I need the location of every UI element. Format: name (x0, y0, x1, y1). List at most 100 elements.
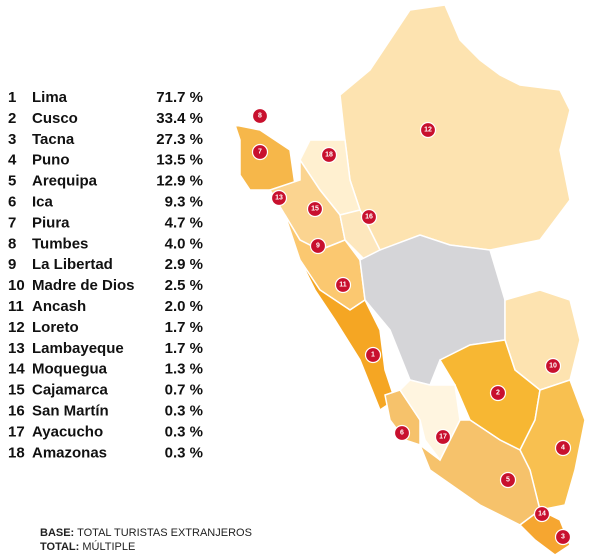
marker (533, 505, 551, 523)
region-name: Ica (32, 193, 54, 210)
region-name: San Martín (32, 402, 109, 419)
marker-label: 3 (561, 534, 565, 541)
rank: 6 (8, 193, 16, 210)
region-name: Lambayeque (32, 340, 124, 357)
region-name: Tacna (32, 131, 75, 148)
rank: 18 (8, 444, 25, 461)
rank: 10 (8, 277, 25, 294)
rank: 2 (8, 110, 16, 127)
marker (364, 346, 382, 364)
rank: 11 (8, 298, 24, 315)
region-name: Puno (32, 152, 70, 169)
marker (306, 200, 324, 218)
marker-label: 11 (339, 282, 347, 289)
percent: 4.7 % (165, 214, 203, 231)
lima (299, 259, 396, 412)
marker (419, 121, 437, 139)
rank: 4 (8, 152, 17, 169)
marker-label: 16 (365, 214, 373, 221)
marker-label: 2 (496, 390, 500, 397)
rank: 5 (8, 173, 16, 190)
region-name: Ancash (32, 298, 86, 315)
rank: 16 (8, 402, 25, 419)
marker-label: 1 (371, 352, 375, 359)
marker-label: 14 (538, 511, 546, 518)
marker (309, 237, 327, 255)
region-name: Cusco (32, 110, 78, 127)
marker (270, 189, 288, 207)
footer-total: TOTAL: MÚLTIPLE (40, 540, 135, 553)
marker-label: 8 (258, 113, 262, 120)
marker (251, 143, 269, 161)
region-name: Loreto (32, 319, 79, 336)
map (233, 4, 586, 556)
puno (519, 379, 586, 511)
rank: 7 (8, 214, 16, 231)
rank: 12 (8, 319, 25, 336)
footer-base: BASE: TOTAL TURISTAS EXTRANJEROS (40, 527, 252, 539)
marker (554, 528, 572, 546)
marker-label: 5 (506, 477, 510, 484)
rank: 13 (8, 340, 25, 357)
marker (544, 357, 562, 375)
marker (334, 276, 352, 294)
rank: 9 (8, 256, 16, 273)
region-name: Lima (32, 89, 68, 106)
marker (251, 107, 269, 125)
marker-label: 7 (258, 149, 262, 156)
total-text: MÚLTIPLE (82, 540, 135, 553)
region-name: Piura (32, 214, 70, 231)
total-label: TOTAL: (40, 541, 79, 553)
marker-label: 15 (311, 206, 319, 213)
percent: 33.4 % (156, 110, 203, 127)
marker-label: 6 (400, 430, 404, 437)
marker-label: 13 (275, 195, 283, 202)
percent: 1.3 % (165, 361, 203, 378)
percent: 27.3 % (156, 131, 203, 148)
percent: 2.5 % (165, 277, 203, 294)
base-text: TOTAL TURISTAS EXTRANJEROS (77, 527, 252, 539)
marker-label: 10 (549, 363, 557, 370)
percent: 1.7 % (165, 319, 203, 336)
rank: 17 (8, 423, 25, 440)
marker (434, 428, 452, 446)
region-name: La Libertad (32, 256, 113, 273)
rank: 3 (8, 131, 16, 148)
marker (554, 439, 572, 457)
region-name: Amazonas (32, 444, 107, 461)
rank: 1 (8, 89, 16, 106)
region-name: Ayacucho (32, 423, 103, 440)
rank: 15 (8, 382, 25, 399)
region-name: Cajamarca (32, 382, 109, 399)
marker-label: 9 (316, 243, 320, 250)
percent: 0.3 % (165, 423, 203, 440)
base-label: BASE: (40, 527, 74, 539)
percent: 4.0 % (165, 235, 203, 252)
marker-label: 12 (424, 127, 432, 134)
marker (393, 424, 411, 442)
rank: 8 (8, 235, 16, 252)
marker-label: 18 (325, 152, 333, 159)
percent: 13.5 % (156, 152, 203, 169)
marker-label: 4 (561, 445, 565, 452)
percent: 71.7 % (156, 89, 203, 106)
marker (499, 471, 517, 489)
rank: 14 (8, 361, 25, 378)
percent: 12.9 % (156, 173, 203, 190)
region-name: Arequipa (32, 173, 98, 190)
marker (360, 208, 378, 226)
percent: 0.7 % (165, 382, 203, 399)
marker (489, 384, 507, 402)
percent: 2.0 % (165, 298, 203, 315)
percent: 0.3 % (165, 402, 203, 419)
percent: 1.7 % (165, 340, 203, 357)
region-name: Tumbes (32, 235, 88, 252)
percent: 9.3 % (165, 193, 203, 210)
percent: 2.9 % (165, 256, 203, 273)
ranking-list: 1 Lima 71.7 %2 Cusco 33.4 %3 Tacna 27.3 %4 Puno… (8, 89, 203, 461)
marker (320, 146, 338, 164)
region-name: Moquegua (32, 361, 108, 378)
marker-label: 17 (439, 434, 447, 441)
